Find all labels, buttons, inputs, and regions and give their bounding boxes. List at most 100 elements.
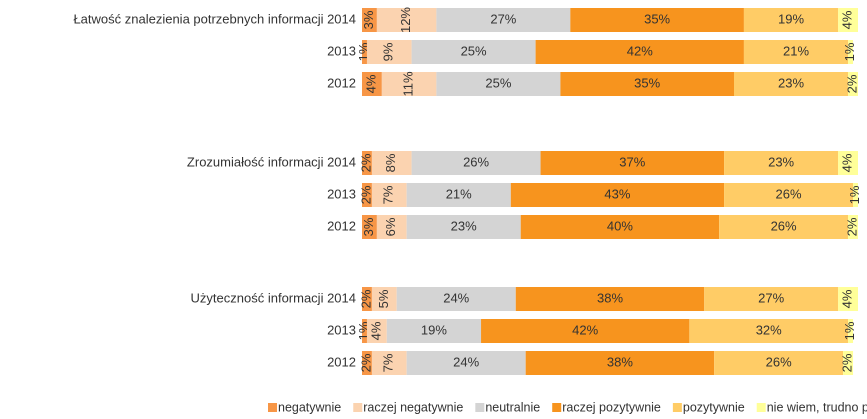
value-label: 38% (607, 354, 633, 369)
value-label: 35% (644, 11, 670, 26)
value-label: 9% (381, 42, 396, 61)
bar-segment (362, 151, 372, 175)
value-label: 4% (840, 10, 855, 29)
legend-swatch (268, 403, 277, 412)
bar-segment (510, 183, 725, 207)
value-label: 26% (771, 218, 797, 233)
bar-segment (838, 151, 858, 175)
bar-segment (843, 351, 854, 375)
value-label: 27% (758, 290, 784, 305)
bar-segment (848, 319, 854, 343)
value-label: 21% (783, 43, 809, 58)
value-label: 21% (446, 186, 472, 201)
bar-segment (535, 40, 744, 64)
category-label: 2012 (327, 75, 356, 90)
bar-segment (371, 287, 397, 311)
bar-segment (853, 183, 858, 207)
bar-segment (743, 40, 849, 64)
bar-segment (436, 8, 571, 32)
bar-segment (734, 72, 849, 96)
value-label: 1% (842, 42, 857, 61)
legend-label: raczej pozytywnie (562, 400, 661, 414)
legend-label: nie wiem, trudno powiedzieć (767, 400, 867, 414)
bar-segment (540, 151, 725, 175)
bar-segment (411, 151, 541, 175)
bar-segment (848, 40, 854, 64)
legend-swatch (475, 403, 485, 412)
bar-segment (714, 351, 844, 375)
bar-segment (570, 8, 744, 32)
bar-segment (724, 183, 854, 207)
value-label: 2% (358, 153, 373, 172)
bar-segment (411, 40, 536, 64)
category-label: Użyteczność informacji 2014 (191, 290, 356, 305)
bar-segment (848, 215, 858, 239)
value-label: 2% (358, 353, 373, 372)
value-label: 5% (376, 289, 391, 308)
bar-segment (362, 319, 367, 343)
value-label: 6% (383, 217, 398, 236)
value-label: 3% (361, 217, 376, 236)
bar-segment (366, 40, 412, 64)
bar-segment (406, 215, 521, 239)
value-label: 37% (619, 154, 645, 169)
bar-segment (838, 287, 858, 311)
value-label: 7% (381, 185, 396, 204)
bar-segment (520, 215, 720, 239)
value-label: 4% (368, 321, 383, 340)
value-label: 23% (451, 218, 477, 233)
bar-segment (376, 215, 407, 239)
legend-swatch (756, 403, 766, 412)
value-label: 2% (844, 217, 859, 236)
bar-segment (362, 40, 367, 64)
value-label: 19% (421, 322, 447, 337)
category-label: Łatwość znalezienia potrzebnych informac… (73, 11, 356, 26)
value-label: 2% (358, 185, 373, 204)
bar-segment (719, 215, 849, 239)
bar-segment (386, 319, 482, 343)
bar-segment (436, 72, 561, 96)
value-label: 7% (381, 353, 396, 372)
value-label: 11% (401, 71, 416, 96)
category-label: 2013 (327, 43, 356, 58)
value-label: 19% (778, 11, 804, 26)
bar-segment (362, 72, 382, 96)
legend-swatch (672, 403, 682, 412)
value-label: 3% (361, 10, 376, 29)
bar-segment (381, 72, 437, 96)
bar-segment (371, 183, 407, 207)
value-label: 4% (840, 153, 855, 172)
value-label: 26% (766, 354, 792, 369)
value-label: 12% (398, 7, 413, 33)
value-label: 38% (597, 290, 623, 305)
category-label: 2013 (327, 322, 356, 337)
value-label: 4% (840, 289, 855, 308)
category-label: 2013 (327, 186, 356, 201)
bar-segment (362, 8, 377, 32)
category-label: 2012 (327, 218, 356, 233)
bar-segment (362, 215, 377, 239)
bar-segment (362, 287, 372, 311)
category-label: 2012 (327, 354, 356, 369)
value-label: 8% (383, 153, 398, 172)
value-label: 32% (756, 322, 782, 337)
value-label: 2% (840, 353, 855, 372)
legend-swatch (353, 403, 363, 412)
value-label: 4% (363, 74, 378, 93)
legend-label: raczej negatywnie (363, 400, 463, 414)
bar-segment (724, 151, 839, 175)
bar-segment (406, 351, 526, 375)
value-label: 24% (443, 290, 469, 305)
bar-segment (362, 351, 372, 375)
bar-segment (406, 183, 511, 207)
value-label: 25% (485, 75, 511, 90)
legend-swatch (552, 403, 562, 412)
value-label: 1% (842, 321, 857, 340)
bar-segment (481, 319, 690, 343)
bar-segment (376, 8, 437, 32)
value-label: 24% (453, 354, 479, 369)
bar-segment (848, 72, 858, 96)
bar-segment (689, 319, 849, 343)
value-label: 42% (627, 43, 653, 58)
value-label: 42% (572, 322, 598, 337)
